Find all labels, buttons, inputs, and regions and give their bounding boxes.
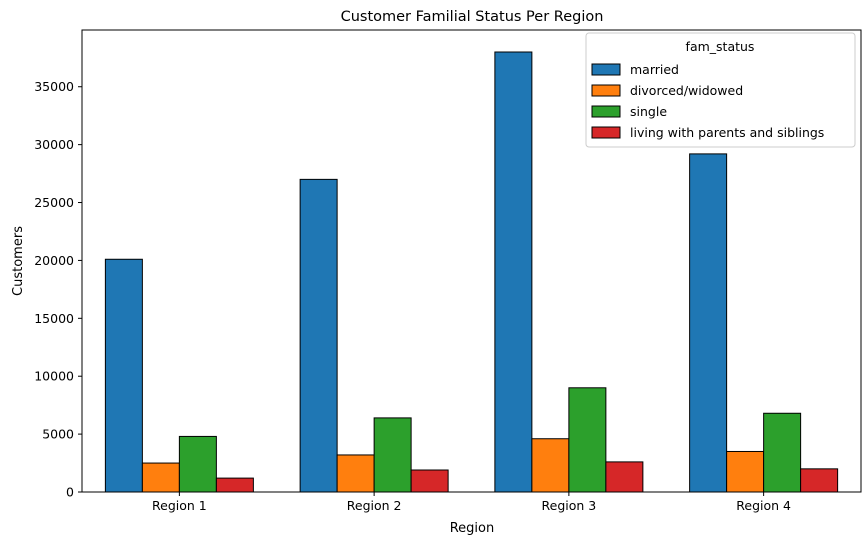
y-tick-label: 20000 (34, 253, 74, 268)
y-tick-label: 25000 (34, 195, 74, 210)
x-tick-label: Region 2 (347, 498, 402, 513)
legend-title: fam_status (686, 39, 755, 54)
bar (763, 412, 802, 493)
legend-label: living with parents and siblings (630, 125, 824, 140)
chart-title: Customer Familial Status Per Region (341, 9, 604, 25)
x-tick-label: Region 4 (736, 498, 791, 513)
bar (800, 468, 839, 493)
y-tick-label: 5000 (42, 427, 74, 442)
bar (178, 435, 217, 493)
y-tick-label: 10000 (34, 369, 74, 384)
legend-label: married (630, 62, 679, 77)
bar (494, 51, 533, 493)
x-tick-label: Region 3 (542, 498, 597, 513)
bar (336, 454, 375, 493)
legend-label: divorced/widowed (630, 83, 743, 98)
bar (726, 450, 765, 493)
bar (141, 462, 180, 493)
y-tick-label: 15000 (34, 311, 74, 326)
bars-layer (104, 51, 839, 493)
bar (104, 258, 143, 493)
bar (689, 153, 728, 493)
bar (605, 461, 644, 493)
bar (568, 387, 607, 493)
legend-swatch (591, 84, 621, 97)
legend-swatch (591, 105, 621, 118)
legend-label: single (630, 104, 667, 119)
x-tick-label: Region 1 (152, 498, 207, 513)
y-tick-label: 30000 (34, 137, 74, 152)
x-axis-label: Region (450, 521, 495, 536)
y-tick-label: 35000 (34, 79, 74, 94)
y-tick-label: 0 (66, 485, 74, 500)
bar (215, 477, 254, 493)
plot-frame (81, 29, 862, 493)
bar (373, 417, 412, 493)
legend: fam_status married divorced/widowed single… (585, 32, 856, 148)
bar (410, 469, 449, 493)
x-axis: Region 1 Region 2 Region 3 Region 4 (152, 492, 791, 513)
bar (299, 178, 338, 493)
bar (531, 438, 570, 493)
legend-swatch (591, 126, 621, 139)
legend-swatch (591, 63, 621, 76)
y-axis-label: Customers (11, 226, 26, 296)
legend-box (585, 32, 856, 148)
y-axis: 0 5000 10000 15000 20000 25000 30000 35000 (34, 79, 82, 500)
